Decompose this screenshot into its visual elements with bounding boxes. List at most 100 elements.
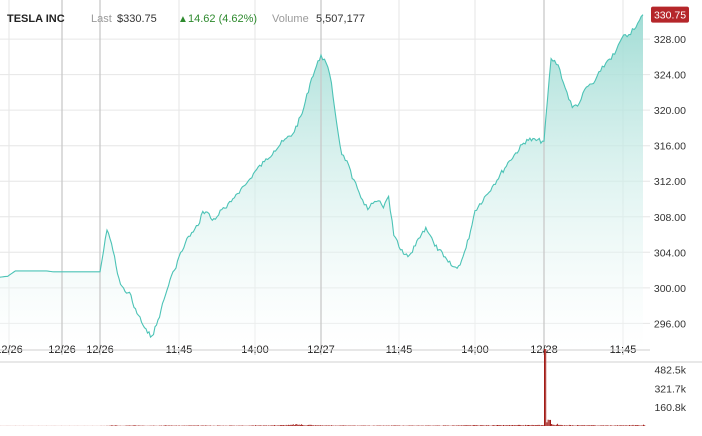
- volume-bar: [171, 425, 172, 426]
- volume-bar: [340, 425, 341, 426]
- y-axis-ticks: 296.00300.00304.00308.00312.00316.00320.…: [654, 34, 686, 330]
- volume-bar: [231, 425, 232, 426]
- volume-bar: [318, 425, 319, 426]
- volume-bar: [631, 425, 632, 426]
- volume-bar: [309, 425, 310, 426]
- volume-bar: [306, 425, 307, 426]
- volume-bar: [508, 425, 509, 426]
- volume-bar: [133, 425, 134, 426]
- volume-bar: [466, 425, 467, 426]
- volume-bar: [313, 425, 314, 426]
- volume-bar: [253, 425, 254, 426]
- y-tick-label: 316.00: [654, 141, 686, 153]
- volume-bar: [198, 425, 199, 426]
- volume-bar: [429, 426, 430, 427]
- volume-bar: [536, 425, 537, 426]
- volume-bar: [251, 426, 252, 427]
- volume-bar: [548, 420, 549, 426]
- volume-bar: [403, 426, 404, 427]
- volume-bar: [325, 425, 326, 426]
- ticker-name: TESLA INC: [7, 12, 65, 26]
- volume-bar: [554, 425, 555, 426]
- volume-bar: [541, 425, 542, 426]
- volume-bar: [498, 425, 499, 426]
- volume-bar: [488, 425, 489, 426]
- volume-bar: [428, 425, 429, 426]
- volume-bar: [255, 425, 256, 426]
- volume-bar: [480, 425, 481, 426]
- volume-bar: [279, 425, 280, 426]
- volume-bar: [268, 426, 269, 427]
- volume-bar: [545, 349, 546, 426]
- volume-bar: [552, 425, 553, 426]
- volume-bar: [447, 425, 448, 426]
- volume-bar: [257, 426, 258, 427]
- volume-bar: [550, 420, 551, 426]
- volume-bar: [355, 426, 356, 427]
- last-price: $330.75: [117, 12, 157, 26]
- volume-bar: [462, 426, 463, 427]
- volume-bar: [505, 425, 506, 426]
- volume-bar: [294, 425, 295, 426]
- volume-bar: [299, 425, 300, 426]
- volume-bar: [635, 425, 636, 426]
- volume-bar: [507, 425, 508, 426]
- volume-bar: [286, 425, 287, 426]
- volume-bar: [202, 425, 203, 426]
- volume-bar: [559, 425, 560, 426]
- volume-bar: [288, 425, 289, 426]
- volume-bar: [165, 425, 166, 426]
- volume-bar: [194, 426, 195, 427]
- volume-bar: [163, 426, 164, 427]
- volume-bar: [327, 425, 328, 426]
- volume-bar: [642, 426, 643, 427]
- volume-bar: [319, 425, 320, 426]
- last-label: Last: [91, 12, 112, 26]
- volume-bar: [266, 425, 267, 426]
- volume-bar: [523, 425, 524, 426]
- volume-bar: [520, 425, 521, 426]
- volume-bar: [566, 425, 567, 426]
- volume-bar: [176, 425, 177, 426]
- volume-bar: [486, 425, 487, 426]
- volume-bar: [601, 425, 602, 426]
- volume-bar: [473, 425, 474, 426]
- volume-bar: [584, 425, 585, 426]
- volume-bar: [474, 425, 475, 426]
- volume-bar: [168, 426, 169, 427]
- volume-bar: [561, 425, 562, 426]
- volume-bar: [263, 425, 264, 426]
- volume-bar: [115, 425, 116, 426]
- volume-bar: [270, 425, 271, 426]
- volume-bar: [492, 425, 493, 426]
- volume-bar: [193, 425, 194, 426]
- volume-bar: [634, 426, 635, 427]
- volume-bar: [409, 426, 410, 427]
- volume-bar: [206, 426, 207, 427]
- volume-bar: [571, 426, 572, 427]
- volume-bar: [303, 425, 304, 426]
- volume-bar: [532, 425, 533, 426]
- volume-bar: [260, 425, 261, 426]
- volume-bars: [0, 349, 645, 426]
- volume-bar: [475, 425, 476, 426]
- volume-bar: [472, 425, 473, 426]
- volume-bar: [134, 425, 135, 426]
- volume-bar: [497, 425, 498, 426]
- volume-bar: [218, 426, 219, 427]
- volume-bar: [608, 425, 609, 426]
- volume-bar: [391, 426, 392, 427]
- volume-bar: [643, 425, 644, 426]
- volume-bar: [557, 424, 558, 426]
- volume-bar: [437, 425, 438, 426]
- volume-bar: [349, 426, 350, 427]
- volume-bar: [589, 425, 590, 426]
- volume-bar: [516, 425, 517, 426]
- volume-bar: [285, 426, 286, 427]
- volume-bar: [275, 426, 276, 427]
- volume-bar: [564, 425, 565, 426]
- volume-bar: [569, 425, 570, 426]
- volume-bar: [477, 425, 478, 426]
